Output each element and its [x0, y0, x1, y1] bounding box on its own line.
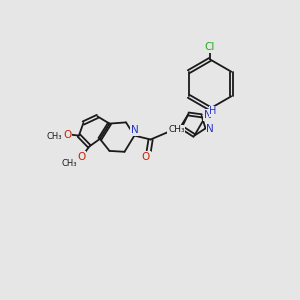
Text: O: O: [63, 130, 71, 140]
Text: O: O: [77, 152, 85, 162]
Text: CH₃: CH₃: [47, 132, 62, 141]
Text: Cl: Cl: [205, 42, 215, 52]
Text: N: N: [204, 110, 212, 120]
Text: N: N: [130, 125, 138, 135]
Text: O: O: [142, 152, 150, 162]
Text: CH₃: CH₃: [168, 125, 185, 134]
Text: CH₃: CH₃: [62, 159, 77, 168]
Text: H: H: [209, 106, 217, 116]
Text: N: N: [206, 124, 214, 134]
